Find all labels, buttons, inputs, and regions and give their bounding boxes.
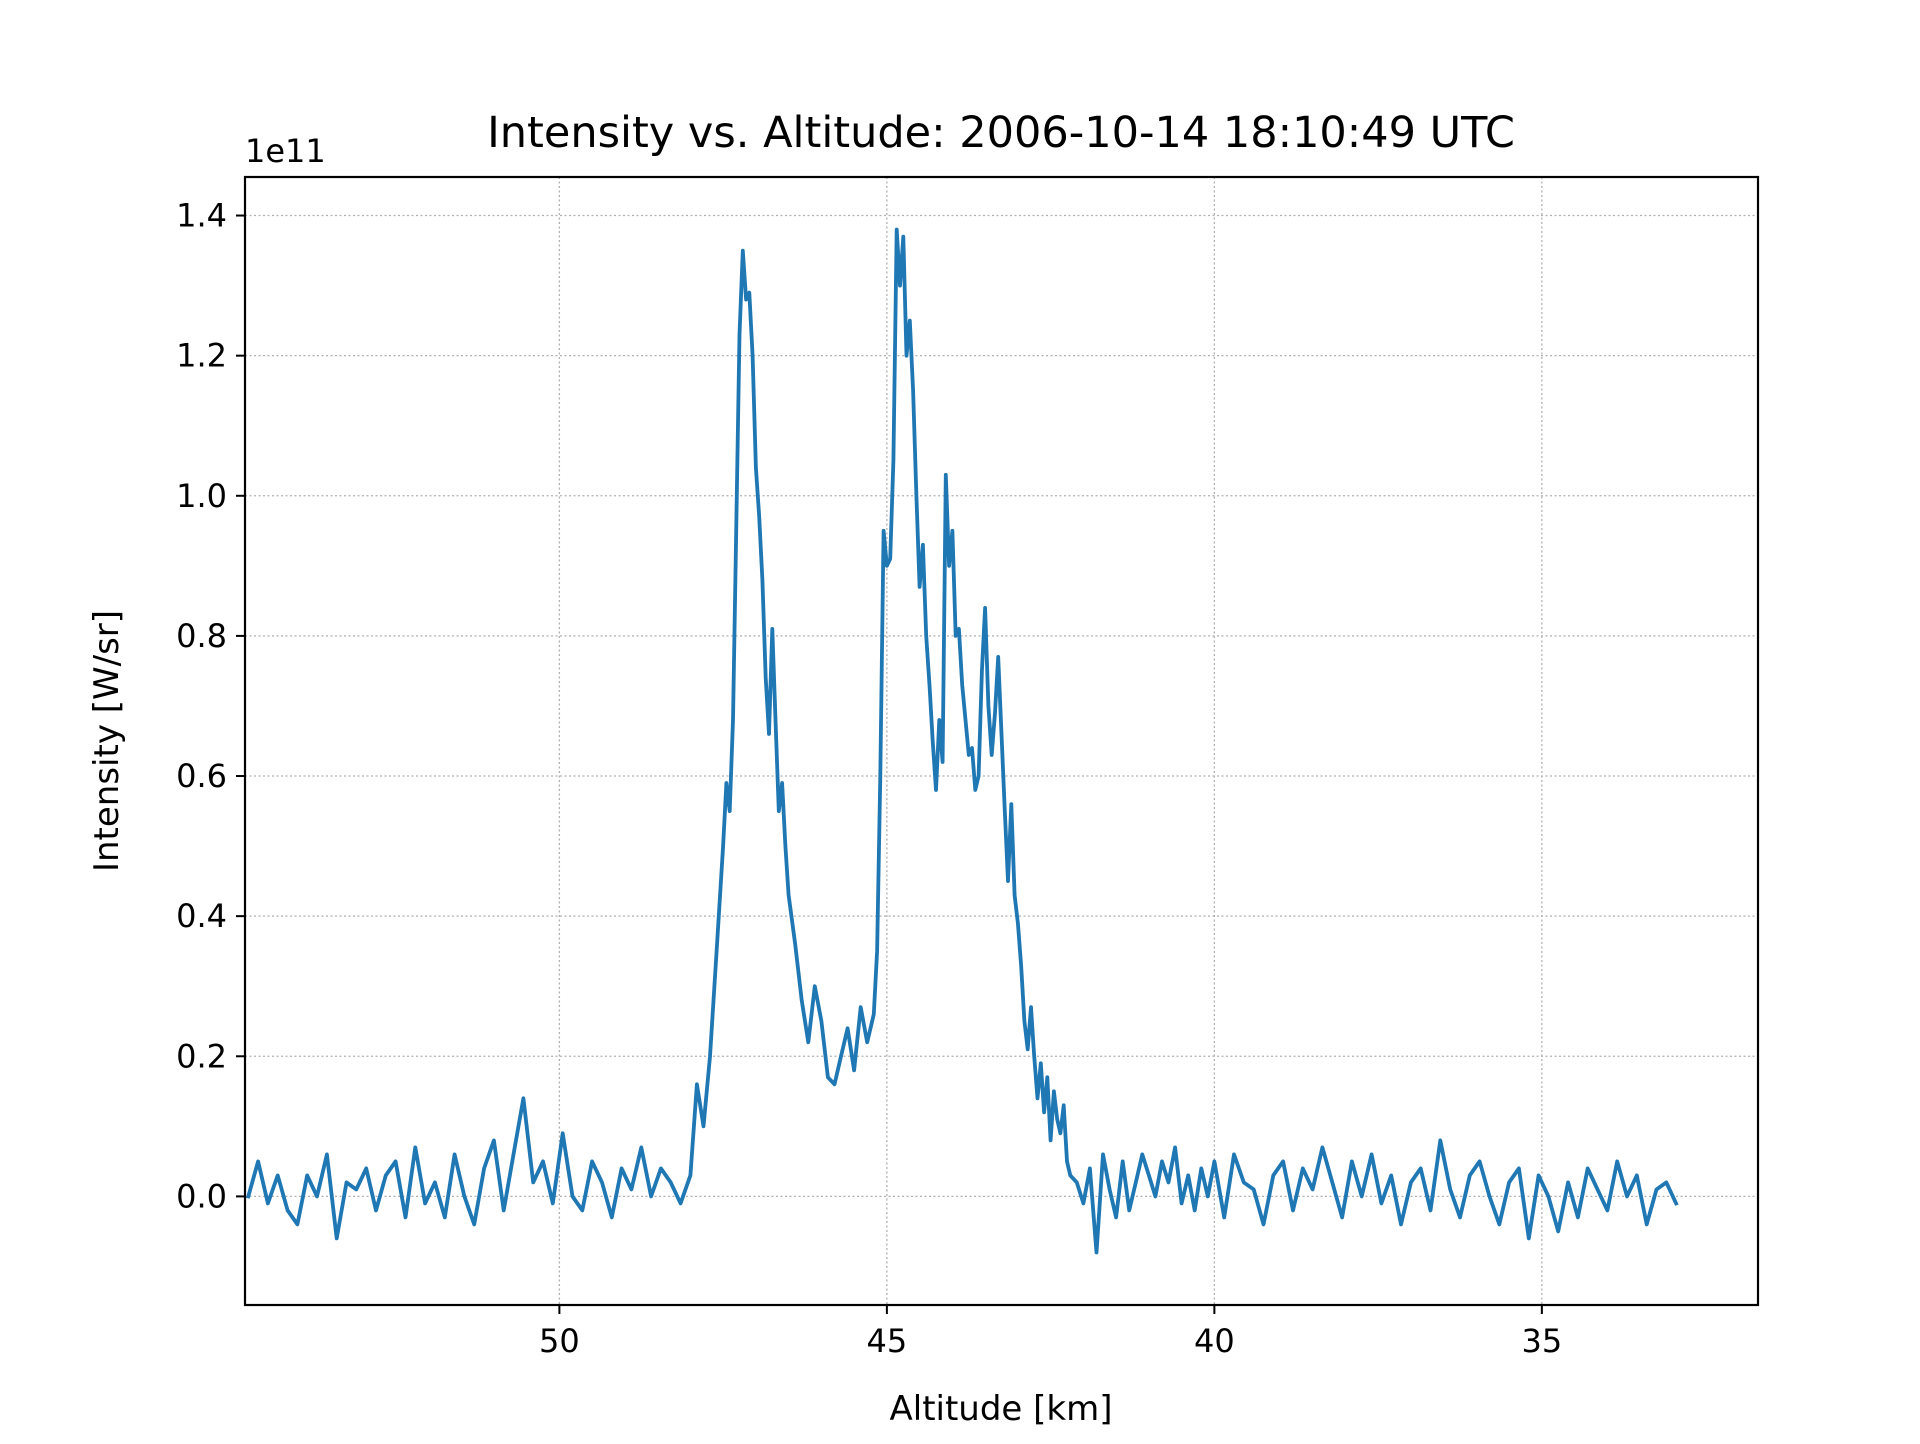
chart-title: Intensity vs. Altitude: 2006-10-14 18:10…: [487, 108, 1515, 158]
y-tick-label: 1.4: [176, 197, 227, 235]
plot-frame: [243, 175, 1760, 1307]
y-tick-label: 0.2: [176, 1037, 227, 1075]
x-tick-label: 35: [1521, 1322, 1562, 1360]
y-axis-ticks: 0.0 0.2 0.4 0.6 0.8 1.0 1.2 1.4: [176, 197, 245, 1215]
x-tick-label: 50: [539, 1322, 580, 1360]
series-line-intensity: [245, 227, 1679, 1255]
y-axis-label: Intensity [W/sr]: [87, 610, 127, 872]
y-tick-label: 1.0: [176, 477, 227, 515]
x-tick-label: 40: [1194, 1322, 1235, 1360]
x-axis-ticks: 50 45 40 35: [539, 1305, 1562, 1360]
y-tick-label: 1.2: [176, 337, 227, 375]
x-tick-label: 45: [867, 1322, 908, 1360]
y-tick-label: 0.4: [176, 897, 227, 935]
y-tick-label: 0.8: [176, 617, 227, 655]
x-axis-label: Altitude [km]: [889, 1389, 1112, 1429]
y-offset-label: 1e11: [245, 132, 326, 170]
y-tick-label: 0.0: [176, 1177, 227, 1215]
series-layer: [245, 227, 1679, 1255]
y-tick-label: 0.6: [176, 757, 227, 795]
